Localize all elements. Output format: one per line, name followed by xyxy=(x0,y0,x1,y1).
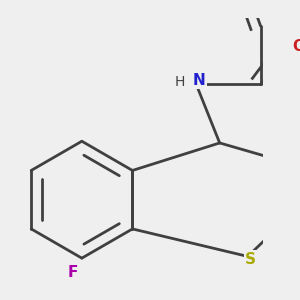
Text: N: N xyxy=(193,73,206,88)
Text: O: O xyxy=(292,39,300,54)
Text: H: H xyxy=(175,75,185,88)
Text: S: S xyxy=(245,252,256,267)
Text: F: F xyxy=(68,265,78,280)
